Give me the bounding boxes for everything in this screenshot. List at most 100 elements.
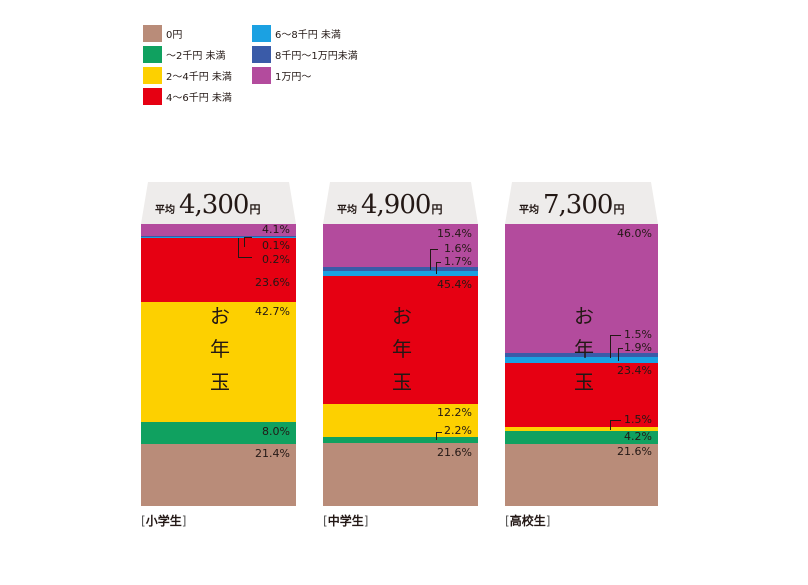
value-label: 23.6%: [255, 276, 290, 289]
legend-label: ～2千円 未満: [166, 51, 226, 62]
leader-line: [610, 420, 621, 430]
segment-6k-8k: [141, 237, 296, 238]
segment-over-10k: [323, 224, 478, 267]
value-label: 1.5%: [624, 328, 652, 341]
legend-label: 2～4千円 未満: [166, 72, 232, 83]
segment-8k-10k: [505, 353, 658, 357]
caption-label: 小学生: [145, 514, 182, 528]
leader-line: [436, 262, 441, 274]
legend-item-8k-10k: 8千円～1万円未満: [252, 46, 358, 63]
caption-label: 高校生: [509, 514, 546, 528]
value-label: 8.0%: [262, 425, 290, 438]
column-elementary: 平均 4,300 円 4.1% 0.1% 0.2% 23.6% 42.7% 8.0%…: [141, 182, 296, 506]
caption-high-school: [高校生]: [505, 514, 551, 528]
legend-label: 1万円～: [275, 72, 312, 83]
value-label: 15.4%: [437, 227, 472, 240]
average-header: 平均 4,300 円: [141, 182, 296, 224]
average-prefix: 平均: [155, 205, 175, 216]
legend-swatch: [143, 46, 162, 63]
segment-0yen: [323, 443, 478, 506]
value-label: 0.2%: [262, 253, 290, 266]
segment-under-2k: [323, 437, 478, 443]
legend-item-over-10k: 1万円～: [252, 67, 311, 84]
average-header: 平均 7,300 円: [505, 182, 658, 224]
segment-over-10k: [505, 224, 658, 353]
segment-2k-4k: [505, 427, 658, 431]
legend-item-4k-6k: 4～6千円 未満: [143, 88, 232, 105]
value-label: 12.2%: [437, 406, 472, 419]
value-label: 23.4%: [617, 364, 652, 377]
value-label: 1.6%: [444, 242, 472, 255]
average-prefix: 平均: [519, 205, 539, 216]
segment-2k-4k: [141, 302, 296, 422]
value-label: 42.7%: [255, 305, 290, 318]
stacked-bar: 4.1% 0.1% 0.2% 23.6% 42.7% 8.0% 21.4% お年…: [141, 223, 296, 506]
value-label: 0.1%: [262, 239, 290, 252]
legend-swatch: [252, 25, 271, 42]
average-value: 4,300: [179, 190, 249, 220]
column-junior-high: 平均 4,900 円 15.4% 1.6% 1.7% 45.4% 12.2% 2.2…: [323, 182, 478, 506]
average-prefix: 平均: [337, 205, 357, 216]
column-high-school: 平均 7,300 円 46.0% 1.5% 1.9% 23.4% 1.5% 4.2%…: [505, 182, 658, 506]
legend-item-0yen: 0円: [143, 25, 182, 42]
legend-label: 8千円～1万円未満: [275, 51, 358, 62]
leader-line: [610, 335, 621, 358]
caption-elementary: [小学生]: [141, 514, 187, 528]
leader-line: [238, 238, 252, 258]
legend-item-under-2k: ～2千円 未満: [143, 46, 226, 63]
segment-6k-8k: [323, 271, 478, 276]
average-value: 7,300: [543, 190, 613, 220]
segment-6k-8k: [505, 357, 658, 363]
value-label: 1.7%: [444, 255, 472, 268]
legend-swatch: [143, 67, 162, 84]
segment-2k-4k: [323, 404, 478, 437]
value-label: 4.1%: [262, 223, 290, 236]
envelope-flap: [141, 182, 296, 224]
stacked-bar: 46.0% 1.5% 1.9% 23.4% 1.5% 4.2% 21.6% お年…: [505, 224, 658, 506]
segment-0yen: [141, 444, 296, 506]
legend-swatch: [143, 25, 162, 42]
legend-item-2k-4k: 2～4千円 未満: [143, 67, 232, 84]
leader-line: [436, 432, 442, 440]
average-value: 4,900: [361, 190, 431, 220]
value-label: 21.6%: [437, 446, 472, 459]
otoshidama-text: お年玉: [574, 304, 594, 394]
value-label: 1.5%: [624, 413, 652, 426]
segment-over-10k: [141, 224, 296, 236]
legend-item-6k-8k: 6～8千円 未満: [252, 25, 341, 42]
value-label: 2.2%: [444, 424, 472, 437]
otoshidama-text: お年玉: [392, 304, 412, 394]
leader-line: [430, 249, 438, 270]
stacked-bar: 15.4% 1.6% 1.7% 45.4% 12.2% 2.2% 21.6% お…: [323, 224, 478, 506]
segment-under-2k: [141, 422, 296, 444]
envelope-flap: [323, 182, 478, 224]
average-unit: 円: [249, 203, 261, 216]
caption-label: 中学生: [327, 514, 364, 528]
envelope-flap: [505, 182, 658, 224]
segment-8k-10k: [141, 236, 296, 237]
average-unit: 円: [613, 203, 625, 216]
legend-label: 6～8千円 未満: [275, 30, 341, 41]
value-label: 21.6%: [617, 445, 652, 458]
legend-swatch: [252, 46, 271, 63]
leader-line: [244, 237, 252, 247]
legend-label: 4～6千円 未満: [166, 93, 232, 104]
segment-4k-6k: [505, 363, 658, 427]
segment-under-2k: [505, 431, 658, 444]
value-label: 46.0%: [617, 227, 652, 240]
value-label: 1.9%: [624, 341, 652, 354]
segment-0yen: [505, 444, 658, 506]
average-unit: 円: [431, 203, 443, 216]
leader-line: [618, 348, 623, 361]
segment-4k-6k: [141, 238, 296, 302]
otoshidama-text: お年玉: [210, 304, 230, 394]
caption-junior-high: [中学生]: [323, 514, 369, 528]
value-label: 45.4%: [437, 278, 472, 291]
segment-8k-10k: [323, 267, 478, 271]
legend-label: 0円: [166, 30, 183, 41]
value-label: 21.4%: [255, 447, 290, 460]
value-label: 4.2%: [624, 430, 652, 443]
legend-swatch: [143, 88, 162, 105]
legend-swatch: [252, 67, 271, 84]
segment-4k-6k: [323, 276, 478, 404]
